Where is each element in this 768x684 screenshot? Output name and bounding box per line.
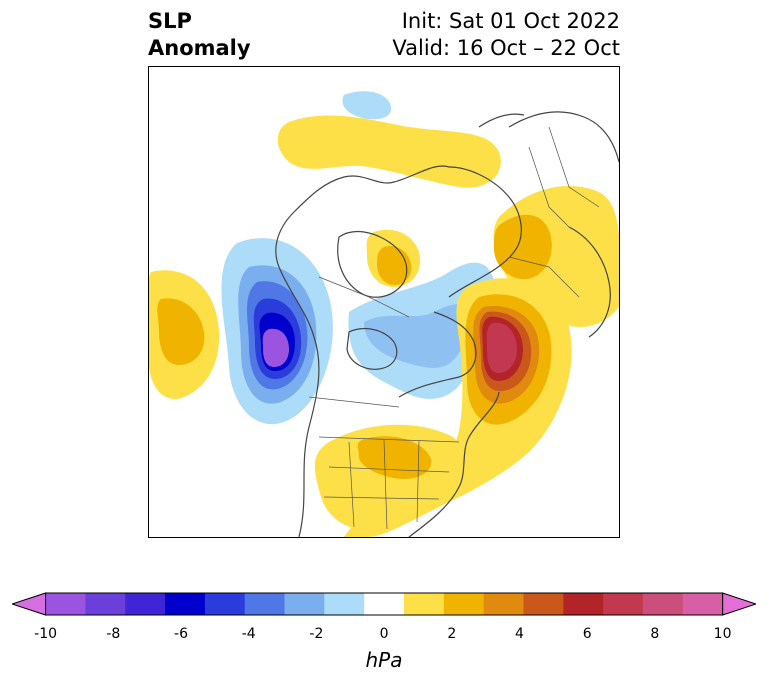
colorbar-cell: [204, 593, 246, 615]
colorbar-cell: [443, 593, 485, 615]
colorbar-cell: [45, 593, 86, 615]
colorbar-cell: [523, 593, 564, 615]
colorbar-cell: [563, 593, 604, 615]
colorbar-extend-min: [12, 592, 47, 616]
colorbar-tick-label: -10: [34, 626, 58, 642]
valid-date-label: Valid: 16 Oct – 22 Oct: [392, 36, 620, 60]
colorbar-cell: [682, 593, 724, 615]
colorbar-tick-label: 8: [650, 626, 660, 642]
colorbar-unit-label: hPa: [365, 648, 403, 672]
coastlines: [275, 111, 619, 537]
positive-anomaly-eastern-us: [314, 424, 465, 531]
colorbar-tick-label: 10: [713, 626, 732, 642]
colorbar-tick-label: 4: [515, 626, 524, 642]
colorbar-cell: [483, 593, 524, 615]
colorbar-cell: [244, 593, 286, 615]
colorbar-cells: [12, 592, 756, 616]
colorbar-tick-label: 6: [582, 626, 592, 642]
colorbar-tick-label: -6: [174, 626, 188, 642]
colorbar-tick-label: -2: [309, 626, 324, 642]
colorbar-cell: [324, 593, 365, 615]
colorbar-tick-label: 2: [447, 626, 457, 642]
colorbar-cell: [284, 593, 325, 615]
colorbar-outline: [45, 592, 724, 616]
positive-anomaly-europe: [493, 186, 619, 327]
map-dates: Init: Sat 01 Oct 2022 Valid: 16 Oct – 22…: [392, 8, 620, 62]
positive-anomaly-siberia: [277, 115, 501, 287]
colorbar-cell: [603, 593, 644, 615]
colorbar-tick-label: -8: [106, 626, 121, 642]
colorbar-cell: [165, 593, 206, 615]
colorbar-extend-max: [722, 592, 756, 616]
positive-anomaly-atlantic: [344, 278, 572, 537]
political-borders: [308, 126, 600, 530]
negative-anomaly-arctic: [342, 91, 495, 399]
colorbar-tick-label: 0: [379, 626, 389, 642]
map-panel: [148, 66, 620, 538]
init-date-label: Init: Sat 01 Oct 2022: [401, 9, 620, 33]
positive-anomaly-pacific: [149, 270, 220, 399]
colorbar-cell: [364, 593, 405, 615]
colorbar-cell: [85, 593, 126, 615]
colorbar-cell: [125, 593, 166, 615]
title-subtitle: Anomaly: [148, 36, 251, 60]
slp-anomaly-map: [149, 91, 619, 537]
colorbar-cell: [404, 593, 445, 615]
title-variable: SLP: [148, 9, 192, 33]
colorbar-cell: [642, 593, 684, 615]
colorbar: [12, 592, 756, 616]
colorbar-tick-label: -4: [241, 626, 256, 642]
map-title: SLP Anomaly: [148, 8, 251, 62]
